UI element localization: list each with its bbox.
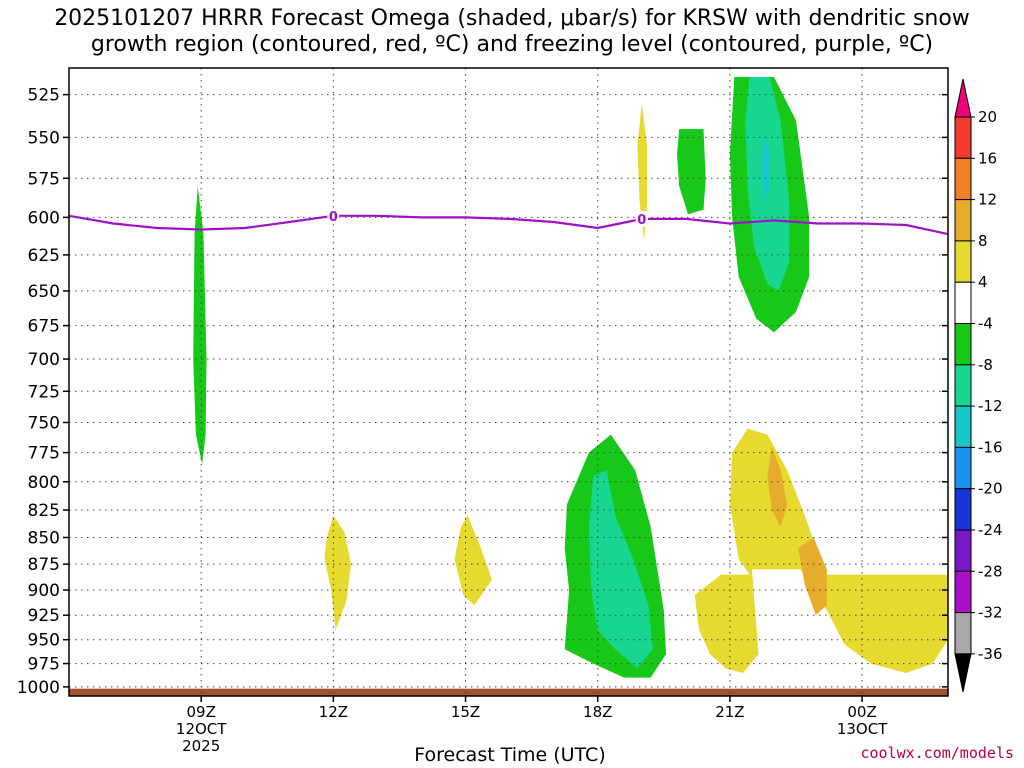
colorbar-label: -28 xyxy=(978,562,1003,580)
x-tick-year-label: 2025 xyxy=(182,737,220,755)
colorbar-label: -32 xyxy=(978,604,1003,622)
omega-area-4 xyxy=(324,515,351,630)
colorbar: 20 16 12 8 4 -4 -8 -12 -16 -20 -24 -28 -32 -36 xyxy=(954,78,1003,693)
y-tick-label: 825 xyxy=(28,501,60,521)
freezing-level-label: 0 xyxy=(329,210,338,225)
colorbar-label: 4 xyxy=(978,273,988,291)
colorbar-label: 12 xyxy=(978,191,997,209)
colorbar-box xyxy=(954,157,972,201)
y-tick-label: 575 xyxy=(28,169,60,189)
freezing-level-line xyxy=(69,214,948,236)
colorbar-box xyxy=(954,488,972,531)
grid-lines xyxy=(69,68,948,696)
freezing-level-label-bg xyxy=(635,210,648,227)
ground-band xyxy=(69,688,948,696)
x-tick-label: 09Z xyxy=(186,703,215,721)
colorbar-label: -20 xyxy=(978,480,1003,498)
colorbar-box xyxy=(954,240,972,283)
y-tick-label: 650 xyxy=(28,282,60,302)
x-tick-label: 18Z xyxy=(583,703,612,721)
colorbar-box xyxy=(954,570,972,614)
omega-area--16 xyxy=(761,129,770,202)
plot-frame xyxy=(68,67,949,697)
colorbar-box xyxy=(954,199,972,242)
colorbar-box xyxy=(954,612,972,655)
colorbar-label: 8 xyxy=(978,232,988,250)
omega-area--12 xyxy=(588,470,653,669)
colorbar-label: -8 xyxy=(978,356,993,374)
x-tick-label: 15Z xyxy=(451,703,480,721)
omega-area--8 xyxy=(193,186,207,465)
omega-area-8 xyxy=(767,446,788,527)
y-tick-label: 950 xyxy=(28,631,60,651)
colorbar-box xyxy=(954,405,972,448)
credit-text: coolwx.com/models xyxy=(860,744,1014,762)
colorbar-label: -36 xyxy=(978,645,1003,663)
y-tick-label: 550 xyxy=(28,128,60,148)
x-tick-label: 21Z xyxy=(715,703,744,721)
freezing-level-label-bg xyxy=(327,207,340,224)
x-axis-title: Forecast Time (UTC) xyxy=(414,744,606,766)
y-tick-label: 525 xyxy=(28,86,60,106)
ground-layer xyxy=(69,688,948,696)
colorbar-label: -16 xyxy=(978,438,1003,456)
omega-area-8 xyxy=(798,537,827,616)
colorbar-box xyxy=(954,529,972,572)
omega-shading xyxy=(193,77,948,678)
colorbar-bottom-arrow xyxy=(954,653,972,693)
y-tick-label: 700 xyxy=(28,350,60,370)
y-tick-label: 725 xyxy=(28,382,60,402)
freezing-level-label: 0 xyxy=(637,213,646,228)
chart-title-line2: growth region (contoured, red, ºC) and f… xyxy=(90,32,934,57)
y-tick-label: 975 xyxy=(28,655,60,675)
y-tick-label: 800 xyxy=(28,473,60,493)
x-tick-label: 00Z xyxy=(847,703,876,721)
y-tick-label: 875 xyxy=(28,555,60,575)
colorbar-label: -12 xyxy=(978,397,1003,415)
y-tick-label: 600 xyxy=(28,208,60,228)
colorbar-box xyxy=(954,281,972,325)
omega-area-4 xyxy=(694,428,948,673)
x-tick-date-label: 12OCT xyxy=(176,720,227,738)
y-tick-label: 925 xyxy=(28,606,60,626)
colorbar-label: -24 xyxy=(978,521,1003,539)
colorbar-top-arrow xyxy=(954,78,972,118)
colorbar-box xyxy=(954,446,972,490)
x-tick-date-label: 13OCT xyxy=(837,720,888,738)
y-tick-label: 625 xyxy=(28,246,60,266)
omega-area-4 xyxy=(454,515,492,606)
y-tick-label: 675 xyxy=(28,317,60,337)
y-tick-label: 900 xyxy=(28,581,60,601)
colorbar-box xyxy=(954,323,972,366)
colorbar-box xyxy=(954,116,972,159)
y-tick-label: 1000 xyxy=(17,678,60,698)
omega-area--8 xyxy=(677,129,706,215)
colorbar-label: 20 xyxy=(978,108,997,126)
chart-title-line1: 2025101207 HRRR Forecast Omega (shaded, … xyxy=(54,6,970,31)
y-axis: 525 550 575 600 625 650 675 700 725 750 775 800 825 8… xyxy=(17,86,948,698)
y-tick-label: 850 xyxy=(28,528,60,548)
colorbar-label: -4 xyxy=(978,315,993,333)
x-tick-label: 12Z xyxy=(319,703,348,721)
chart-title: 2025101207 HRRR Forecast Omega (shaded, … xyxy=(0,6,1024,58)
colorbar-box xyxy=(954,364,972,407)
y-tick-label: 750 xyxy=(28,413,60,433)
y-tick-label: 775 xyxy=(28,444,60,464)
colorbar-label: 16 xyxy=(978,149,997,167)
